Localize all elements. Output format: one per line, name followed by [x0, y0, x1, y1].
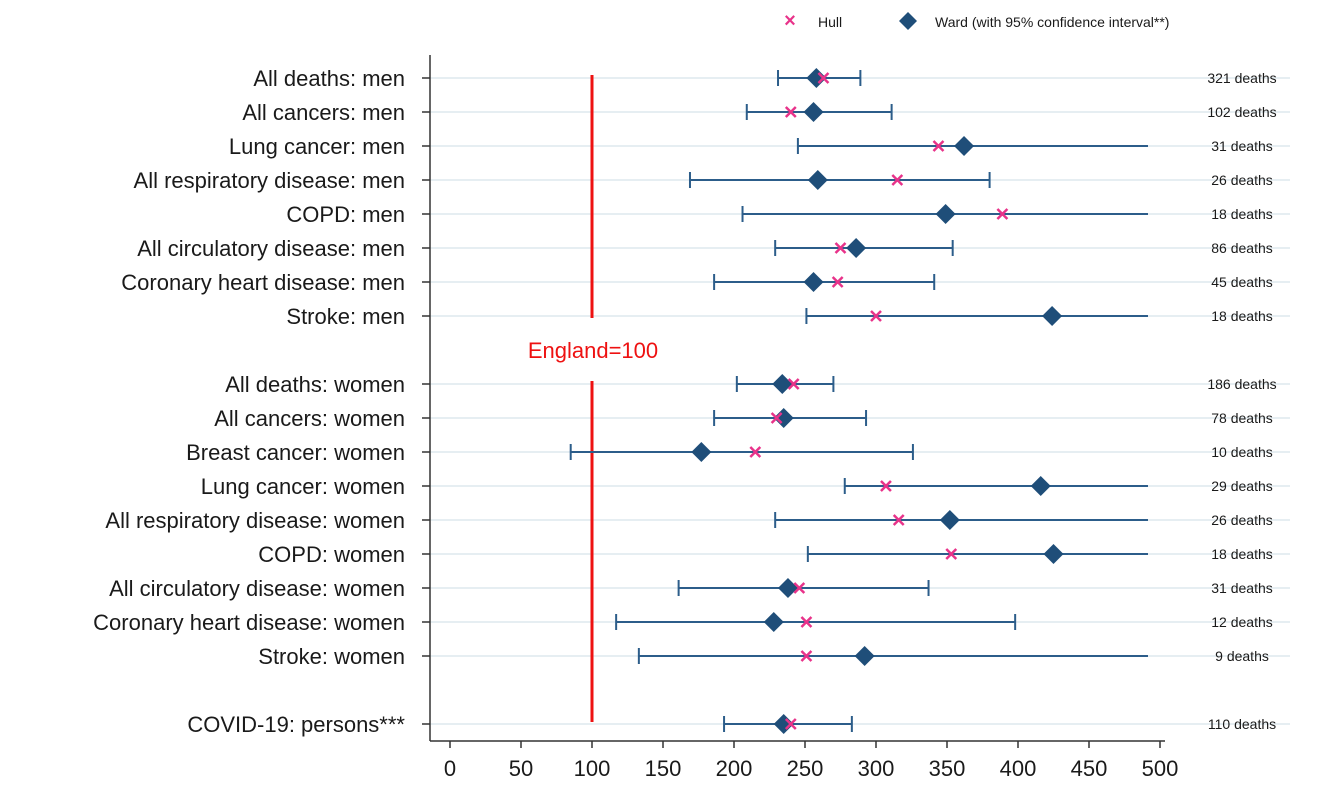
- deaths-label: 31 deaths: [1211, 138, 1273, 154]
- row-label: Coronary heart disease: men: [121, 270, 405, 295]
- ward-point: [773, 408, 794, 428]
- x-tick-label: 500: [1142, 756, 1179, 781]
- x-tick-label: 250: [787, 756, 824, 781]
- ward-point: [807, 170, 828, 190]
- deaths-label: 102 deaths: [1207, 104, 1276, 120]
- deaths-label: 110 deaths: [1208, 716, 1276, 732]
- hull-point: [800, 616, 813, 628]
- row-label: COPD: men: [286, 202, 405, 227]
- row-label: COPD: women: [258, 542, 405, 567]
- row-label: Coronary heart disease: women: [93, 610, 405, 635]
- row-label: All deaths: men: [253, 66, 405, 91]
- ward-point: [772, 374, 793, 394]
- hull-point: [834, 242, 847, 254]
- ward-point: [806, 68, 827, 88]
- gridlines: [430, 77, 1290, 725]
- row-label: All circulatory disease: women: [109, 576, 405, 601]
- legend-hull-marker: ×: [784, 10, 796, 32]
- ward-point: [763, 612, 784, 632]
- ward-point: [1042, 306, 1063, 326]
- deaths-label: 29 deaths: [1211, 478, 1273, 494]
- hull-point: [793, 582, 806, 594]
- deaths-label: 12 deaths: [1211, 614, 1273, 630]
- row-label: All respiratory disease: men: [134, 168, 405, 193]
- ward-point: [691, 442, 712, 462]
- hull-point: [770, 412, 783, 424]
- deaths-label: 321 deaths: [1207, 70, 1276, 86]
- ward-point: [1043, 544, 1064, 564]
- x-tick-label: 150: [645, 756, 682, 781]
- x-tick-label: 200: [716, 756, 753, 781]
- hull-point: [945, 548, 958, 560]
- deaths-label: 10 deaths: [1211, 444, 1273, 460]
- deaths-label: 26 deaths: [1211, 512, 1273, 528]
- row-label: Lung cancer: men: [229, 134, 405, 159]
- deaths-label: 186 deaths: [1207, 376, 1276, 392]
- ward-point: [773, 714, 794, 734]
- reference-line-group: England=100: [528, 75, 658, 722]
- hull-point: [831, 276, 844, 288]
- hull-point: [787, 378, 800, 390]
- hull-point: [784, 718, 797, 730]
- ward-point: [954, 136, 975, 156]
- deaths-label: 31 deaths: [1211, 580, 1273, 596]
- reference-label: England=100: [528, 338, 658, 363]
- row-label: Stroke: men: [286, 304, 405, 329]
- legend: × Hull Ward (with 95% confidence interva…: [784, 10, 1169, 32]
- ward-point: [939, 510, 960, 530]
- hull-point: [880, 480, 892, 492]
- hull-point: [800, 650, 813, 662]
- row-label: COVID-19: persons***: [187, 712, 405, 737]
- ward-point: [935, 204, 956, 224]
- deaths-label: 18 deaths: [1211, 206, 1273, 222]
- x-tick-label: 50: [509, 756, 533, 781]
- ward-point: [777, 578, 798, 598]
- legend-ward-marker: [899, 12, 917, 30]
- hull-point: [749, 446, 762, 458]
- row-label: Breast cancer: women: [186, 440, 405, 465]
- deaths-label: 86 deaths: [1211, 240, 1273, 256]
- x-tick-label: 100: [574, 756, 611, 781]
- deaths-label: 9 deaths: [1215, 648, 1269, 664]
- hull-point: [891, 174, 904, 186]
- legend-hull-label: Hull: [818, 14, 842, 30]
- ward-point: [803, 102, 824, 122]
- x-axis-ticks: 0 50 100 150 200 250 300 350 400 450 500: [444, 741, 1178, 781]
- data-rows: All deaths: men 321 deaths All cancers: me…: [93, 66, 1276, 737]
- row-label: All circulatory disease: men: [137, 236, 405, 261]
- row-label: All cancers: women: [214, 406, 405, 431]
- row-label: Stroke: women: [258, 644, 405, 669]
- row-label: Lung cancer: women: [201, 474, 405, 499]
- row-label: All deaths: women: [225, 372, 405, 397]
- deaths-label: 45 deaths: [1211, 274, 1273, 290]
- deaths-label: 18 deaths: [1211, 308, 1273, 324]
- legend-ward-label: Ward (with 95% confidence interval**): [935, 14, 1169, 30]
- deaths-label: 26 deaths: [1211, 172, 1273, 188]
- x-tick-label: 300: [858, 756, 895, 781]
- hull-point: [996, 208, 1009, 220]
- x-tick-label: 350: [929, 756, 966, 781]
- hull-point: [784, 106, 797, 118]
- ward-point: [846, 238, 867, 258]
- x-tick-label: 450: [1071, 756, 1108, 781]
- x-tick-label: 400: [1000, 756, 1037, 781]
- ward-point: [1030, 476, 1051, 496]
- row-label: All respiratory disease: women: [105, 508, 405, 533]
- ward-point: [803, 272, 824, 292]
- hull-point: [817, 72, 830, 84]
- row-label: All cancers: men: [242, 100, 405, 125]
- hull-point: [932, 140, 945, 152]
- axes: [429, 55, 1165, 742]
- ward-point: [854, 646, 875, 666]
- hull-point: [892, 514, 905, 526]
- hull-point: [870, 310, 882, 322]
- deaths-label: 78 deaths: [1211, 410, 1273, 426]
- deaths-label: 18 deaths: [1211, 546, 1273, 562]
- x-tick-label: 0: [444, 756, 456, 781]
